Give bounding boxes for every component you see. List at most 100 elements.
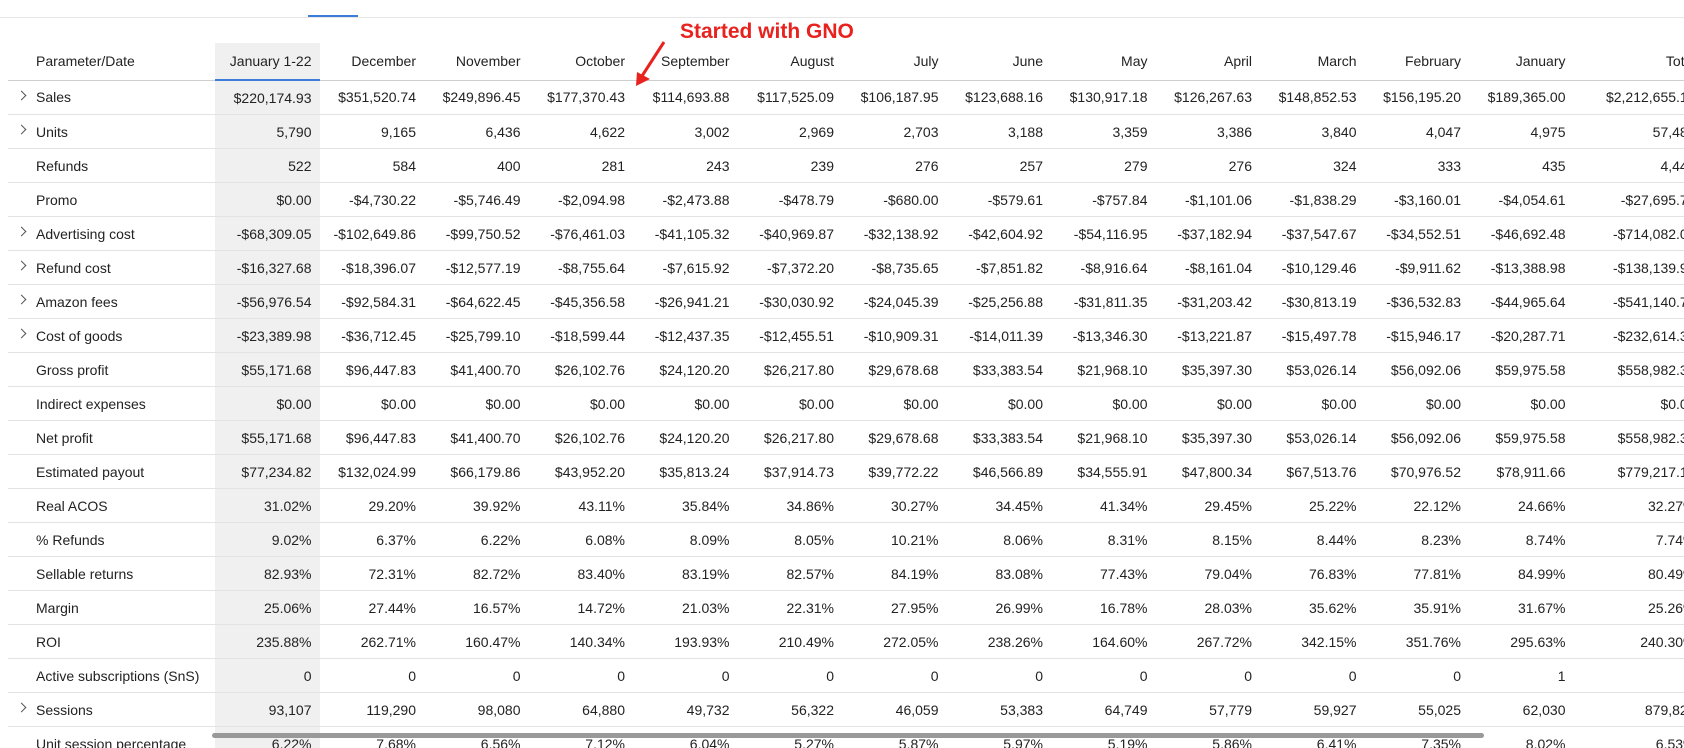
cell-value: 0 [1155, 658, 1260, 693]
cell-value: -$714,082.04 [1573, 216, 1684, 251]
cell-value: $0.00 [215, 182, 320, 217]
cell-value: -$757.84 [1051, 182, 1156, 217]
cell-value: 4,622 [528, 114, 633, 149]
cell-value: -$13,388.98 [1469, 250, 1574, 285]
cell-value: 276 [1155, 148, 1260, 183]
row-label: Cost of goods [8, 318, 215, 353]
date-column-header[interactable]: Total [1573, 43, 1684, 81]
row-label: Units [8, 114, 215, 149]
date-column-header[interactable]: November [424, 43, 529, 81]
cell-value: -$2,473.88 [633, 182, 738, 217]
date-column-header[interactable]: March [1260, 43, 1365, 81]
date-column-header[interactable]: April [1155, 43, 1260, 81]
cell-value: 333 [1364, 148, 1469, 183]
cell-value: 0 [1260, 658, 1365, 693]
cell-value: $0.00 [842, 386, 947, 421]
cell-value: $220,174.93 [215, 80, 320, 115]
date-column-header[interactable]: December [319, 43, 424, 81]
cell-value: -$102,649.86 [319, 216, 424, 251]
cell-value: $43,952.20 [528, 454, 633, 489]
cell-value: 83.19% [633, 556, 738, 591]
cell-value: 27.95% [842, 590, 947, 625]
cell-value: 14.72% [528, 590, 633, 625]
date-column-header[interactable]: August [737, 43, 842, 81]
cell-value: -$7,372.20 [737, 250, 842, 285]
cell-value: 77.81% [1364, 556, 1469, 591]
cell-value: -$3,160.01 [1364, 182, 1469, 217]
row-label: Gross profit [8, 352, 215, 387]
date-column-header[interactable]: January 1-22 [215, 43, 320, 81]
date-column-header[interactable]: May [1051, 43, 1156, 81]
cell-value: 28.03% [1155, 590, 1260, 625]
date-column-header[interactable]: February [1364, 43, 1469, 81]
cell-value: -$680.00 [842, 182, 947, 217]
table-row: Gross profit $55,171.68 $96,447.83 $41,400.… [8, 352, 1684, 387]
cell-value: 46,059 [842, 692, 947, 727]
cell-value: $558,982.37 [1573, 420, 1684, 455]
cell-value: 43.11% [528, 488, 633, 523]
cell-value: 257 [946, 148, 1051, 183]
cell-value: 8.15% [1155, 522, 1260, 557]
cell-value: $26,102.76 [528, 420, 633, 455]
table-row[interactable]: Cost of goods -$23,389.98 -$36,712.45 -$25,… [8, 318, 1684, 353]
report-table: Parameter/Date January 1-22 December Novemb… [8, 43, 1684, 748]
cell-value: -$76,461.03 [528, 216, 633, 251]
cell-value: $0.00 [1364, 386, 1469, 421]
date-column-header[interactable]: July [842, 43, 947, 81]
cell-value: 3,359 [1051, 114, 1156, 149]
cell-value: -$7,615.92 [633, 250, 738, 285]
table-row[interactable]: Sales $220,174.93 $351,520.74 $249,896.45 $1… [8, 80, 1684, 115]
table-row[interactable]: Refund cost -$16,327.68 -$18,396.07 -$12,57… [8, 250, 1684, 285]
cell-value: 22.12% [1364, 488, 1469, 523]
cell-value: -$4,054.61 [1469, 182, 1574, 217]
cell-value: -$14,011.39 [946, 318, 1051, 353]
cell-value: 64,749 [1051, 692, 1156, 727]
cell-value: 32.27% [1573, 488, 1684, 523]
horizontal-scrollbar[interactable] [212, 733, 1484, 738]
table-row: Estimated payout $77,234.82 $132,024.99 $66… [8, 454, 1684, 489]
cell-value: -$10,129.46 [1260, 250, 1365, 285]
date-column-header[interactable]: January [1469, 43, 1574, 81]
cell-value: 72.31% [319, 556, 424, 591]
cell-value: 25.22% [1260, 488, 1365, 523]
cell-value: $39,772.22 [842, 454, 947, 489]
cell-value: -$8,755.64 [528, 250, 633, 285]
cell-value: -$9,911.62 [1364, 250, 1469, 285]
cell-value: 295.63% [1469, 624, 1574, 659]
cell-value: 4,449 [1573, 148, 1684, 183]
table-row: Sellable returns 82.93% 72.31% 82.72% 83.40%… [8, 556, 1684, 591]
cell-value: -$7,851.82 [946, 250, 1051, 285]
cell-value: $41,400.70 [424, 352, 529, 387]
cell-value: $55,171.68 [215, 352, 320, 387]
table-row[interactable]: Units 5,790 9,165 6,436 4,622 3,002 2,969 2,703… [8, 114, 1684, 149]
cell-value: -$20,287.71 [1469, 318, 1574, 353]
cell-value: $0.00 [737, 386, 842, 421]
row-label: Real ACOS [8, 488, 215, 523]
table-row[interactable]: Sessions 93,107 119,290 98,080 64,880 49,732 5… [8, 692, 1684, 727]
cell-value: 8.02% [1469, 726, 1574, 748]
cell-value: -$15,497.78 [1260, 318, 1365, 353]
cell-value: 8.06% [946, 522, 1051, 557]
cell-value: -$37,547.67 [1260, 216, 1365, 251]
cell-value: 435 [1469, 148, 1574, 183]
cell-value: -$56,976.54 [215, 284, 320, 319]
cell-value: -$8,735.65 [842, 250, 947, 285]
cell-value: -$42,604.92 [946, 216, 1051, 251]
cell-value: -$64,622.45 [424, 284, 529, 319]
date-column-header[interactable]: June [946, 43, 1051, 81]
table-row: Indirect expenses $0.00 $0.00 $0.00 $0.00 $0.… [8, 386, 1684, 421]
cell-value: $0.00 [1469, 386, 1574, 421]
cell-value: -$12,437.35 [633, 318, 738, 353]
cell-value: 16.57% [424, 590, 529, 625]
cell-value: $35,397.30 [1155, 352, 1260, 387]
cell-value: $35,397.30 [1155, 420, 1260, 455]
date-column-header[interactable]: October [528, 43, 633, 81]
cell-value: $34,555.91 [1051, 454, 1156, 489]
table-row[interactable]: Amazon fees -$56,976.54 -$92,584.31 -$64,62… [8, 284, 1684, 319]
row-label: Margin [8, 590, 215, 625]
cell-value: $106,187.95 [842, 80, 947, 115]
table-row: % Refunds 9.02% 6.37% 6.22% 6.08% 8.09% 8.05% 1… [8, 522, 1684, 557]
table-row[interactable]: Advertising cost -$68,309.05 -$102,649.86-… [8, 216, 1684, 251]
cell-value: 82.93% [215, 556, 320, 591]
cell-value: -$27,695.78 [1573, 182, 1684, 217]
